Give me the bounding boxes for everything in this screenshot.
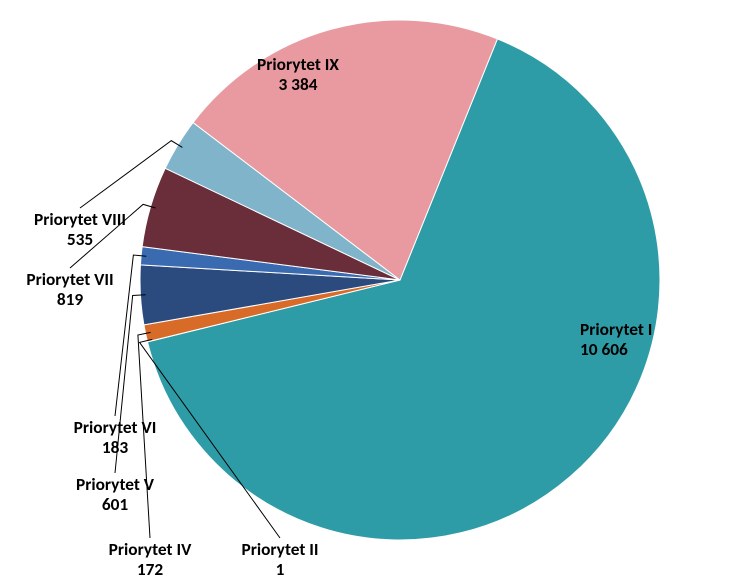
pie-chart-container: Priorytet I10 606Priorytet II1Priorytet …: [0, 0, 738, 576]
pie-slices-group: [140, 20, 660, 540]
leader-line: [138, 332, 151, 538]
pie-chart-svg: [0, 0, 738, 576]
